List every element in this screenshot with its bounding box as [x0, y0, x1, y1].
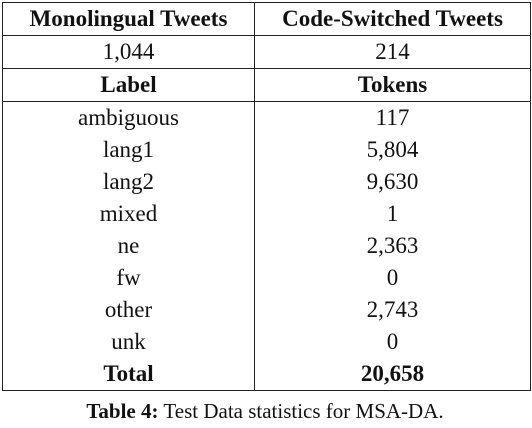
row-tokens: 117 — [254, 101, 531, 134]
table-row: ambiguous 117 — [2, 101, 531, 134]
header-code-switched: Code-Switched Tweets — [254, 2, 531, 36]
table-row: unk 0 — [2, 326, 531, 358]
caption-label: Table 4: — [86, 399, 159, 423]
total-label: Total — [2, 358, 255, 391]
table-caption: Table 4: Test Data statistics for MSA-DA… — [2, 397, 528, 425]
counts-row: 1,044 214 — [2, 35, 531, 69]
table-row: lang2 9,630 — [2, 166, 531, 198]
row-label: ne — [2, 230, 255, 262]
table-row: mixed 1 — [2, 198, 531, 230]
row-label: unk — [2, 326, 255, 358]
row-tokens: 9,630 — [254, 166, 531, 198]
header-monolingual: Monolingual Tweets — [2, 2, 255, 36]
header-row: Monolingual Tweets Code-Switched Tweets — [2, 2, 531, 36]
row-tokens: 0 — [254, 262, 531, 294]
row-label: mixed — [2, 198, 255, 230]
row-label: lang1 — [2, 134, 255, 166]
row-tokens: 2,363 — [254, 230, 531, 262]
table-row: ne 2,363 — [2, 230, 531, 262]
count-code-switched: 214 — [254, 35, 531, 69]
row-label: lang2 — [2, 166, 255, 198]
subheader-row: Label Tokens — [2, 68, 531, 102]
subheader-label: Label — [2, 68, 255, 102]
count-monolingual: 1,044 — [2, 35, 255, 69]
statistics-table: Monolingual Tweets Code-Switched Tweets … — [2, 2, 531, 391]
row-tokens: 2,743 — [254, 294, 531, 326]
row-label: fw — [2, 262, 255, 294]
row-tokens: 1 — [254, 198, 531, 230]
table-row: lang1 5,804 — [2, 134, 531, 166]
row-tokens: 5,804 — [254, 134, 531, 166]
total-tokens: 20,658 — [254, 358, 531, 391]
table-row: other 2,743 — [2, 294, 531, 326]
row-label: other — [2, 294, 255, 326]
total-row: Total 20,658 — [2, 358, 531, 391]
row-tokens: 0 — [254, 326, 531, 358]
table-row: fw 0 — [2, 262, 531, 294]
subheader-tokens: Tokens — [254, 68, 531, 102]
row-label: ambiguous — [2, 101, 255, 134]
caption-text: Test Data statistics for MSA-DA. — [163, 399, 444, 423]
